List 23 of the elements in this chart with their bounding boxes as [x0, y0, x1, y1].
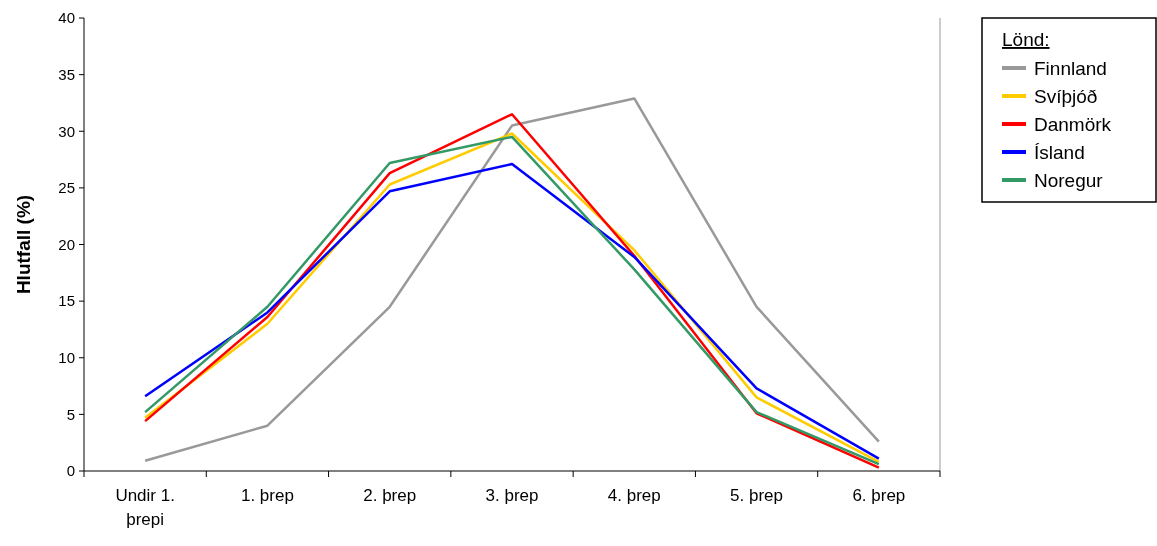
y-tick-label: 5: [66, 405, 75, 423]
y-tick-label: 35: [58, 65, 75, 83]
x-tick-label: 4. þrep: [607, 486, 661, 505]
y-tick-label: 30: [58, 122, 75, 140]
y-tick-label: 10: [58, 349, 75, 366]
x-tick-label: 3. þrep: [485, 486, 539, 505]
x-tick-label: 2. þrep: [363, 486, 417, 505]
legend-label: Svíþjóð: [1034, 85, 1098, 107]
y-tick-label: 0: [66, 462, 75, 480]
legend-title: Lönd:: [1002, 29, 1050, 50]
legend-label: Finnland: [1034, 57, 1107, 79]
y-tick-label: 20: [58, 235, 75, 253]
x-tick-label: 6. þrep: [852, 486, 906, 505]
y-axis-title: Hlutfall (%): [13, 194, 34, 295]
legend-label: Danmörk: [1034, 113, 1112, 135]
x-tick-label: Undir 1. þrepi: [115, 486, 175, 529]
legend-label: Noregur: [1034, 169, 1104, 191]
y-tick-label: 40: [58, 9, 75, 27]
x-tick-label: 5. þrep: [730, 486, 784, 505]
legend-label: Ísland: [1034, 141, 1085, 163]
x-tick-label: 1. þrep: [240, 486, 294, 505]
y-tick-label: 25: [58, 179, 75, 197]
y-tick-label: 15: [58, 292, 75, 310]
